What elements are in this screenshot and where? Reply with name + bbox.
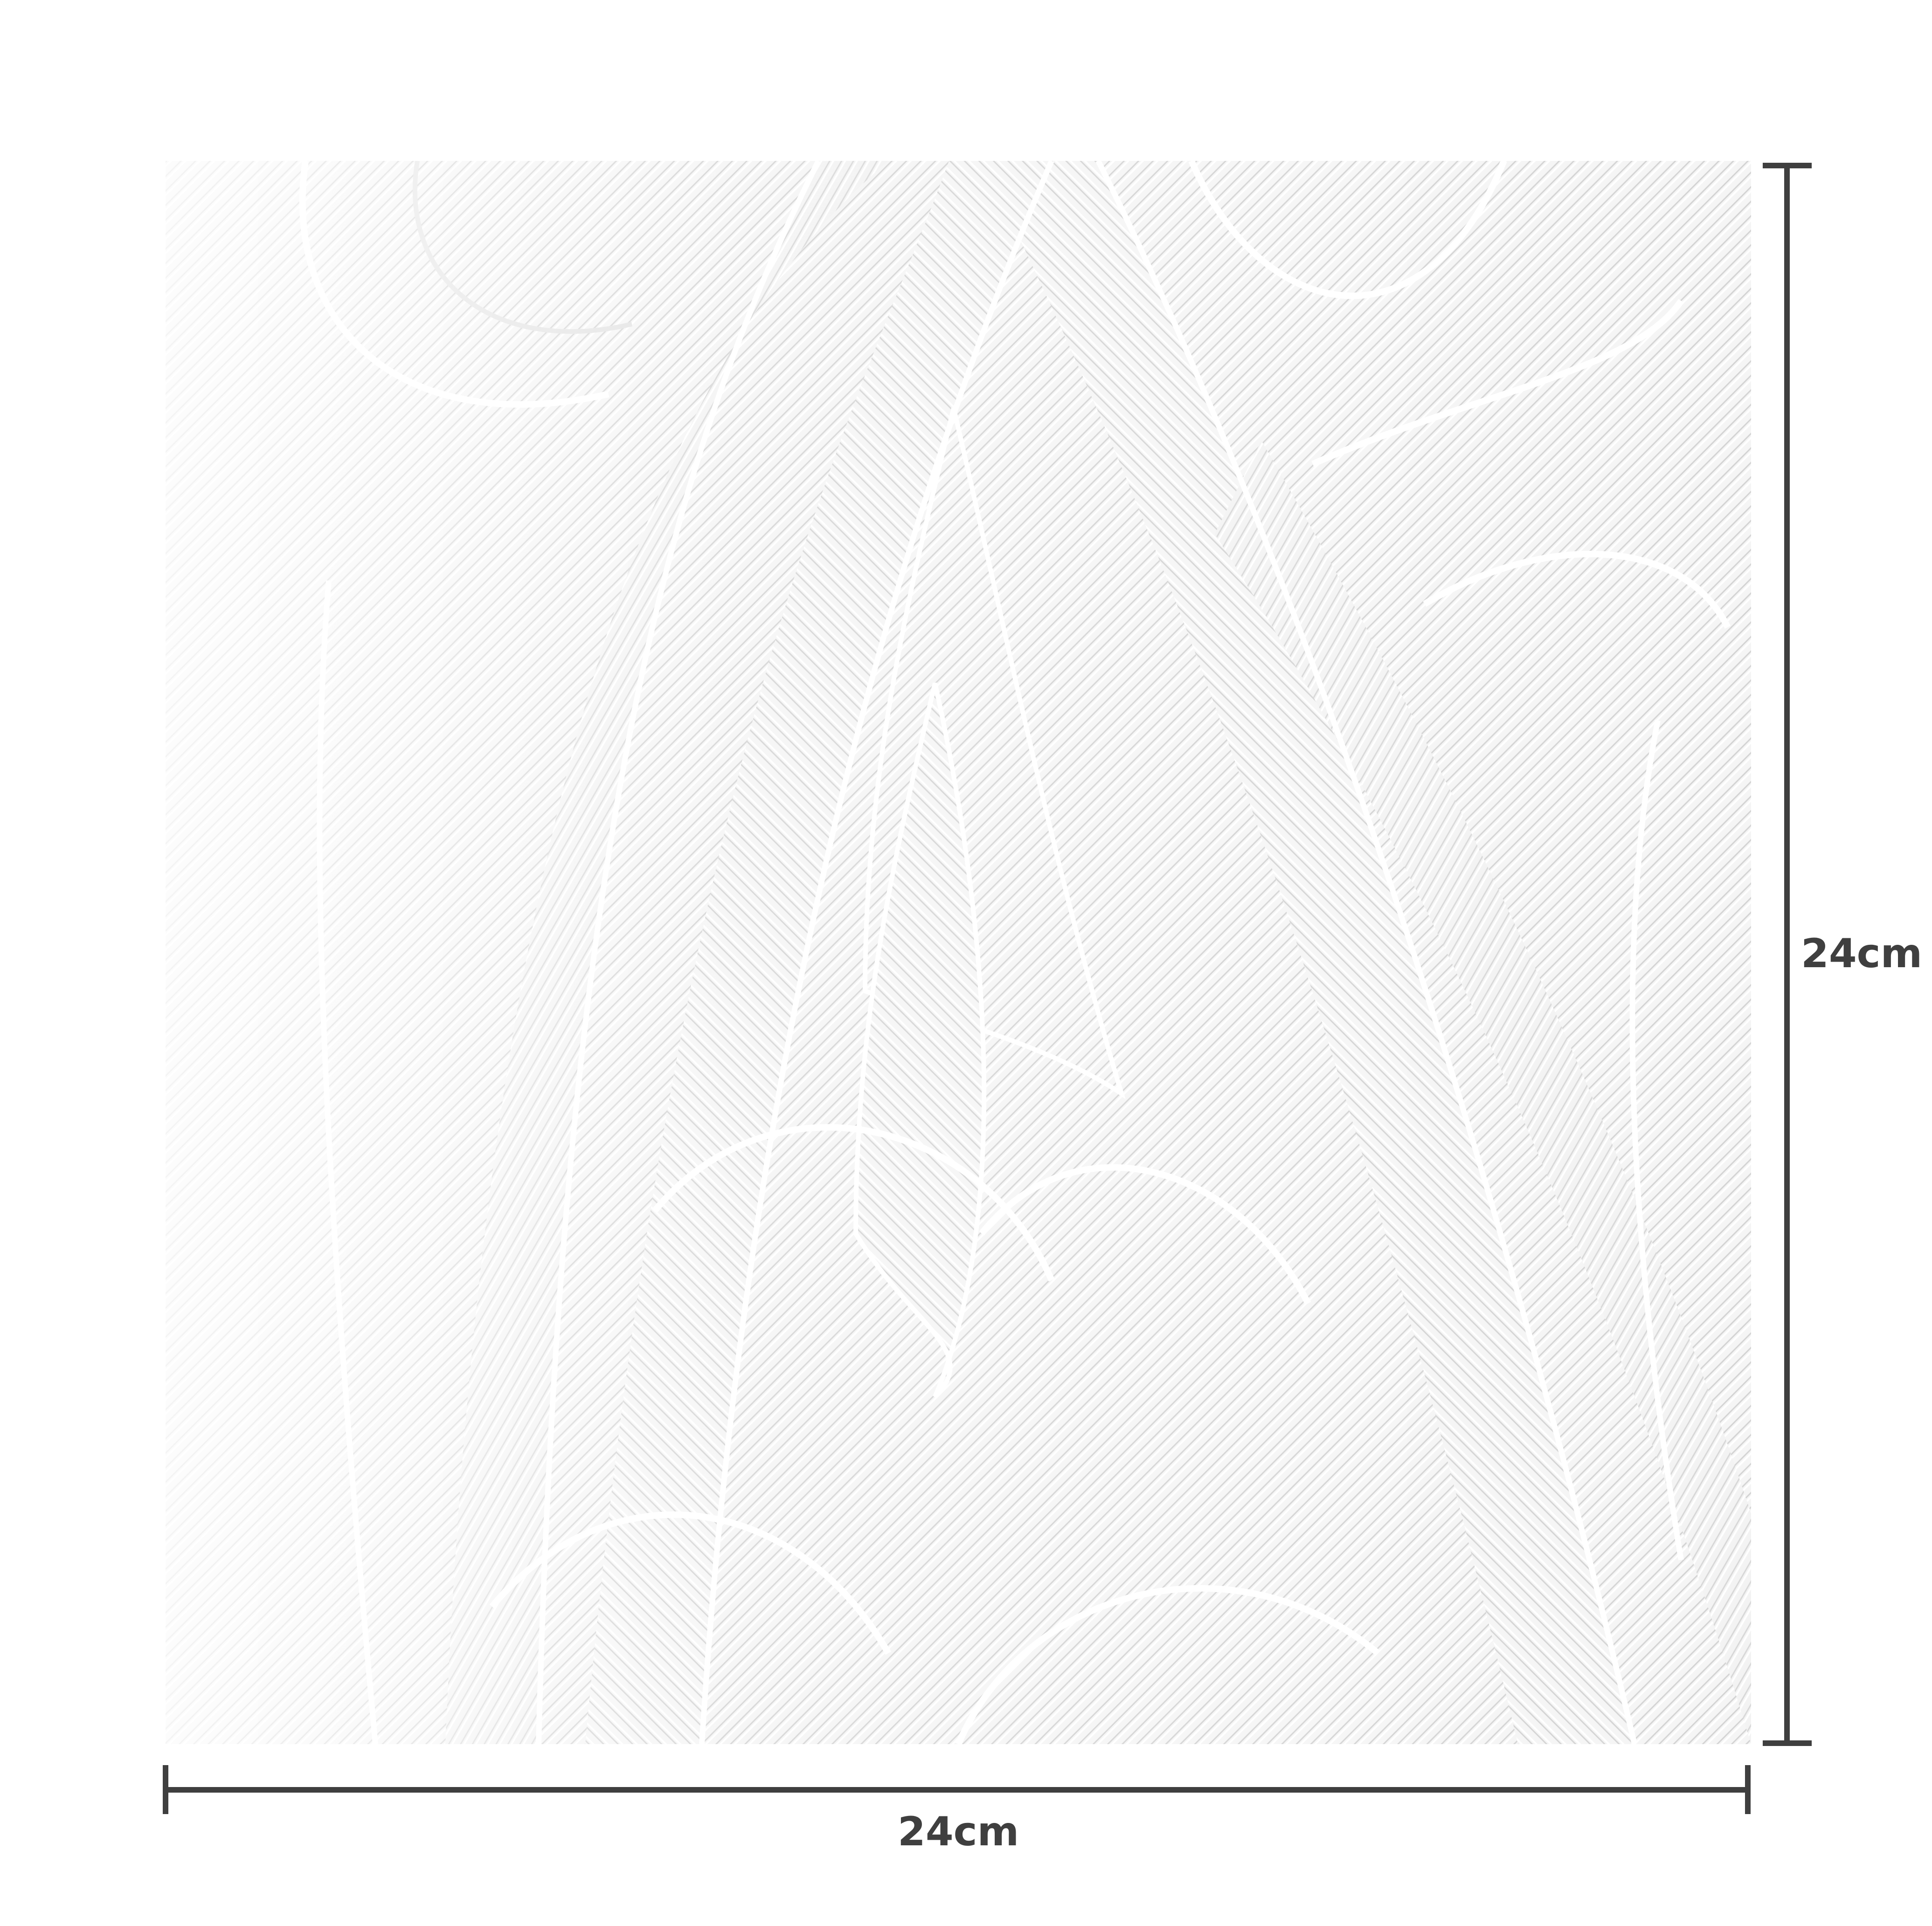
napkin-image [166,161,1751,1744]
embossed-pattern-svg [166,161,1751,1744]
left-light-fade [166,161,1751,1744]
width-label: 24cm [898,1808,1019,1855]
height-label: 24cm [1801,930,1923,977]
